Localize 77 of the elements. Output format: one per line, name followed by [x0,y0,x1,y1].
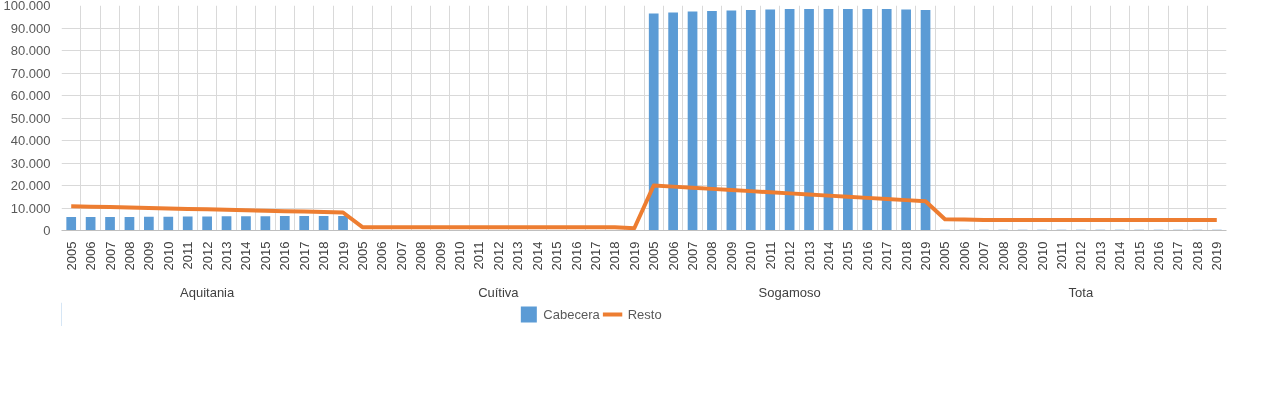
x-tick-label: 2007 [393,241,409,271]
x-tick-label: 2016 [277,241,293,271]
x-tick-label: 2010 [743,241,759,271]
y-tick-label: 100.000 [3,0,51,13]
x-tick-label: 2018 [1189,241,1205,271]
x-tick-label: 2008 [995,241,1011,271]
y-tick-label: 70.000 [10,65,51,81]
text: Cuítiva [478,284,520,300]
legend-label: Cabecera [543,306,600,322]
x-tick-label: 2005 [354,241,370,271]
x-tick-label: 2011 [471,241,487,270]
x-tick-label: 2011 [180,241,196,270]
x-tick-label: 2018 [316,241,332,271]
x-tick-label: 2009 [141,241,157,271]
x-tick-label: 2013 [510,241,526,271]
x-tick-label: 2007 [102,241,118,271]
x-tick-label: 2014 [1112,241,1128,271]
x-tick-label: 2016 [568,241,584,271]
x-tick-label: 2009 [1015,241,1031,271]
x-tick-label: 2007 [685,241,701,271]
x-tick-label: 2016 [859,241,875,271]
x-tick-label: 2010 [452,241,468,271]
x-tick-label: 2012 [490,241,506,271]
x-tick-label: 2017 [879,241,895,271]
x-tick-label: 2019 [335,241,351,271]
x-tick-label: 2007 [976,241,992,271]
y-tick-label: 80.000 [10,43,51,58]
text: Tota [1068,284,1094,300]
x-tick-label: 2015 [549,241,565,271]
x-tick-label: 2009 [432,241,448,271]
text: Sogamoso [758,284,821,300]
x-tick-label: 2014 [529,241,545,271]
x-tick-label: 2015 [1131,241,1147,271]
x-tick-label: 2019 [1209,241,1225,271]
x-tick-label: 2008 [413,241,429,271]
x-tick-label: 2005 [63,241,79,271]
x-tick-label: 2012 [199,241,215,271]
x-tick-label: 2013 [1092,241,1108,271]
x-tick-label: 2010 [1034,241,1050,271]
x-tick-label: 2005 [937,241,953,271]
y-tick-label: 0 [43,223,51,238]
x-tick-label: 2017 [1170,241,1186,271]
x-tick-label: 2012 [1073,241,1089,271]
x-tick-label: 2016 [1151,241,1167,271]
x-tick-label: 2015 [257,241,273,271]
x-tick-label: 2013 [801,241,817,271]
x-tick-label: 2006 [665,241,681,271]
x-tick-label: 2008 [121,241,137,271]
x-tick-label: 2006 [374,241,390,271]
y-tick-label: 50.000 [10,110,51,126]
y-tick-label: 90.000 [10,20,51,36]
text: Aquitania [180,284,235,300]
x-tick-label: 2005 [646,241,662,271]
x-tick-label: 2015 [840,241,856,271]
x-tick-label: 2008 [704,241,720,271]
y-tick-label: 20.000 [10,178,51,193]
x-tick-label: 2014 [238,241,254,271]
x-tick-label: 2011 [1053,241,1069,270]
x-tick-label: 2017 [587,241,603,271]
x-tick-label: 2006 [956,241,972,271]
x-tick-label: 2019 [918,241,934,271]
x-tick-label: 2018 [898,241,914,271]
y-tick-label: 10.000 [10,200,51,216]
x-tick-label: 2017 [296,241,312,271]
x-tick-label: 2018 [607,241,623,271]
x-tick-label: 2010 [160,241,176,271]
x-tick-label: 2013 [219,241,235,271]
x-tick-label: 2019 [626,241,642,271]
y-tick-label: 40.000 [10,133,51,148]
x-tick-label: 2012 [782,241,798,271]
x-tick-label: 2006 [83,241,99,271]
legend-label: Resto [627,306,662,322]
x-tick-label: 2011 [762,241,778,270]
x-tick-label: 2014 [820,241,836,271]
y-tick-label: 30.000 [10,155,51,171]
x-tick-label: 2009 [723,241,739,271]
y-tick-label: 60.000 [10,88,51,103]
